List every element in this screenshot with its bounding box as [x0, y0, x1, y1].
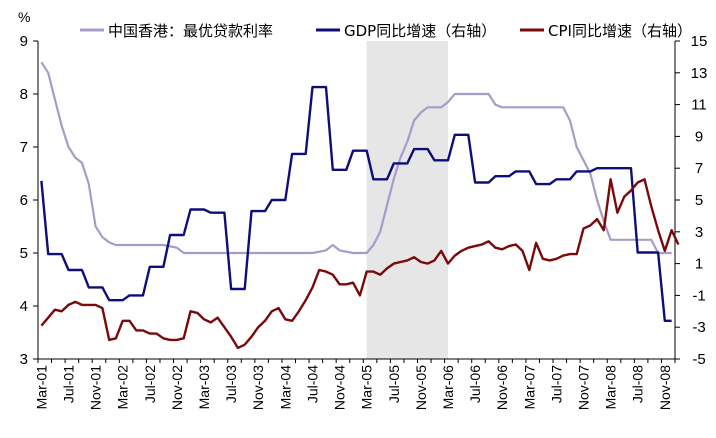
right-tick-label: 5 [695, 192, 703, 209]
x-tick-label: Mar-04 [277, 365, 293, 410]
right-tick-label: 9 [695, 128, 703, 145]
x-tick-label: Nov-01 [88, 365, 104, 410]
x-tick-label: Mar-05 [359, 365, 375, 410]
x-tick-label: Nov-03 [250, 365, 266, 410]
x-tick-label: Jul-05 [386, 365, 402, 403]
x-tick-label: Jul-08 [630, 365, 646, 403]
x-tick-label: Mar-03 [196, 365, 212, 410]
right-tick-label: 11 [691, 97, 707, 114]
right-tick-label: 3 [695, 224, 703, 241]
left-tick-label: 8 [20, 86, 28, 103]
series-line-2 [40, 85, 672, 322]
left-tick-label: 9 [20, 33, 28, 50]
x-tick-label: Jul-01 [60, 365, 76, 403]
legend-label-2: GDP同比增速（右轴） [344, 22, 496, 40]
series-layer [40, 61, 680, 350]
legend: 中国香港：最优贷款利率 GDP同比增速（右轴） CPI同比增速（右轴） [80, 22, 692, 40]
left-axis-unit: % [18, 9, 30, 25]
x-tick-label: Mar-08 [603, 365, 619, 410]
left-tick-label: 4 [20, 298, 28, 315]
left-tick-label: 3 [20, 351, 28, 368]
right-tick-label: -1 [692, 287, 705, 304]
x-tick-label: Jul-04 [304, 365, 320, 403]
x-tick-label: Mar-02 [115, 365, 131, 410]
series-line-1 [40, 61, 672, 255]
x-tick-label: Nov-02 [169, 365, 185, 410]
left-tick-label: 7 [20, 139, 28, 156]
x-tick-label: Jul-06 [467, 365, 483, 403]
x-tick-label: Nov-08 [657, 365, 673, 410]
x-tick-label: Nov-07 [576, 365, 592, 410]
right-tick-label: -3 [692, 319, 705, 336]
series-line-3 [40, 178, 680, 350]
x-tick-label: Mar-07 [521, 365, 537, 410]
legend-label-3: CPI同比增速（右轴） [548, 22, 692, 40]
x-tick-label: Mar-01 [33, 365, 49, 410]
right-tick-label: 1 [695, 256, 703, 273]
right-tick-label: -5 [692, 351, 705, 368]
left-tick-label: 6 [20, 192, 28, 209]
right-tick-label: 15 [691, 33, 708, 50]
x-tick-label: Nov-06 [494, 365, 510, 410]
legend-label-1: 中国香港：最优贷款利率 [108, 22, 273, 40]
right-tick-label: 7 [695, 160, 703, 177]
x-tick-label: Jul-03 [223, 365, 239, 403]
x-tick-label: Jul-02 [142, 365, 158, 403]
right-tick-label: 13 [691, 65, 708, 82]
left-tick-label: 5 [20, 245, 28, 262]
x-tick-label: Nov-04 [332, 365, 348, 410]
x-tick-label: Nov-05 [413, 365, 429, 410]
x-tick-label: Jul-07 [548, 365, 564, 403]
shaded-region [366, 41, 448, 359]
x-tick-label: Mar-06 [440, 365, 456, 410]
shaded-region-layer [366, 41, 448, 359]
